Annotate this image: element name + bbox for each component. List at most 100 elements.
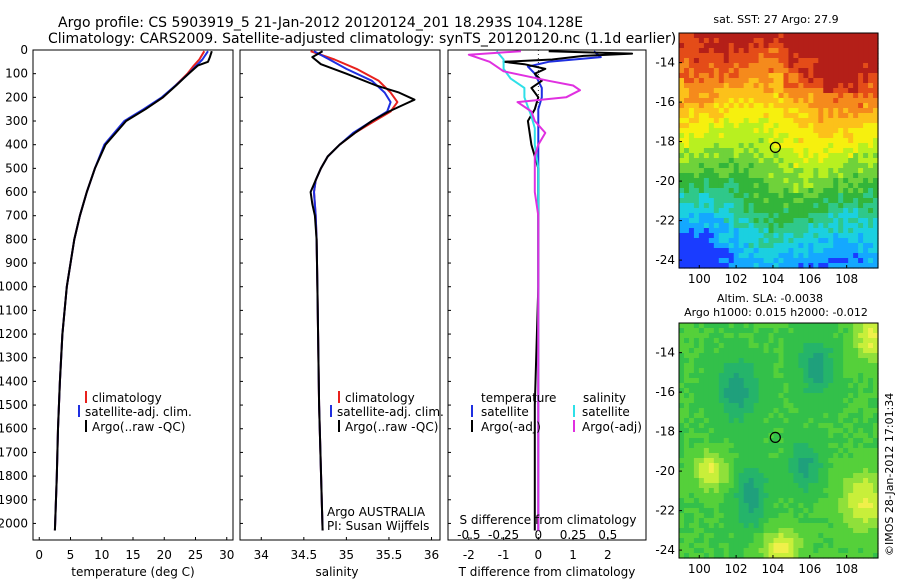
sla-cell [743, 353, 750, 359]
sst-cell [813, 168, 819, 174]
sst-cell [713, 143, 720, 149]
sst-cell [853, 98, 859, 104]
sst-cell [688, 113, 695, 119]
sst-cell [833, 118, 839, 124]
sla-cell [778, 488, 785, 494]
sst-cell [813, 163, 819, 169]
sst-cell [763, 143, 770, 149]
sla-cell [868, 498, 874, 504]
sla-cell [753, 548, 760, 554]
sla-cell [763, 423, 770, 429]
sla-cell [798, 343, 804, 349]
sst-cell [679, 168, 685, 174]
sla-cell [683, 498, 690, 504]
principal-investigator-annotation: PI: Susan Wijffels [327, 519, 429, 533]
sla-cell [843, 323, 849, 329]
sla-cell [723, 343, 730, 349]
sla-cell [753, 383, 760, 389]
sla-cell [733, 418, 740, 424]
sst-cell [778, 48, 785, 54]
sst-cell [723, 173, 730, 179]
sst-cell [853, 158, 859, 164]
sla-cell [698, 343, 705, 349]
sla-cell [733, 358, 740, 364]
sst-cell [793, 173, 799, 179]
sla-cell [823, 468, 829, 474]
sla-cell [773, 453, 780, 459]
sla-cell [708, 548, 715, 554]
sst-cell [748, 68, 755, 74]
sst-cell [868, 58, 874, 64]
sst-cell [723, 148, 730, 154]
sst-cell [718, 68, 725, 74]
sla-cell [843, 508, 849, 514]
sst-cell [768, 193, 775, 199]
sst-cell [743, 193, 750, 199]
sla-cell [823, 363, 829, 369]
sst-cell [768, 88, 775, 94]
sst-cell [723, 143, 730, 149]
sla-cell [873, 348, 879, 354]
sla-cell [868, 508, 874, 514]
sst-cell [823, 128, 829, 134]
sla-cell [723, 358, 730, 364]
sla-cell [698, 533, 705, 539]
sla-cell [818, 368, 824, 374]
sla-cell [723, 333, 730, 339]
sla-cell [723, 448, 730, 454]
sla-cell [858, 448, 864, 454]
sla-cell [728, 493, 735, 499]
sst-cell [843, 113, 849, 119]
sla-cell [803, 423, 809, 429]
sla-cell [743, 553, 750, 559]
sla-cell [768, 413, 775, 419]
sst-cell [873, 108, 879, 114]
series-line-satelliteadjclim [313, 50, 392, 531]
sla-cell [828, 458, 834, 464]
sst-cell [723, 68, 730, 74]
sla-cell [813, 378, 819, 384]
sst-cell [868, 73, 874, 79]
sla-cell [753, 528, 760, 534]
sla-cell [743, 383, 750, 389]
sst-cell [683, 168, 690, 174]
sst-cell [748, 138, 755, 144]
sla-cell [823, 483, 829, 489]
sla-cell [828, 553, 834, 559]
sst-cell [763, 223, 770, 229]
sla-cell [703, 328, 710, 334]
sla-cell [763, 418, 770, 424]
sst-cell [853, 208, 859, 214]
sst-cell [798, 98, 804, 104]
sla-cell [783, 438, 790, 444]
sla-cell [763, 353, 770, 359]
sst-cell [843, 243, 849, 249]
sla-cell [728, 418, 735, 424]
sst-cell [873, 243, 879, 249]
sst-cell [803, 178, 809, 184]
sst-cell [763, 203, 770, 209]
sst-cell [758, 88, 765, 94]
sla-cell [848, 543, 854, 549]
sla-cell [679, 518, 685, 524]
sst-cell [813, 233, 819, 239]
sla-cell [713, 553, 720, 559]
sst-cell [758, 243, 765, 249]
depth-axis: 0100200300400500600700800900100011001200… [0, 43, 451, 530]
sla-cell [783, 443, 790, 449]
sst-cell [783, 183, 790, 189]
sla-cell [683, 393, 690, 399]
sst-cell [768, 248, 775, 254]
sla-cell [813, 553, 819, 559]
sla-cell [873, 528, 879, 534]
sst-cell [733, 83, 740, 89]
sla-cell [698, 403, 705, 409]
sst-cell [843, 48, 849, 54]
sla-cell [743, 508, 750, 514]
sla-cell [698, 378, 705, 384]
sla-cell [763, 408, 770, 414]
sla-cell [868, 543, 874, 549]
sst-cell [688, 183, 695, 189]
sst-cell [703, 238, 710, 244]
sla-cell [683, 473, 690, 479]
